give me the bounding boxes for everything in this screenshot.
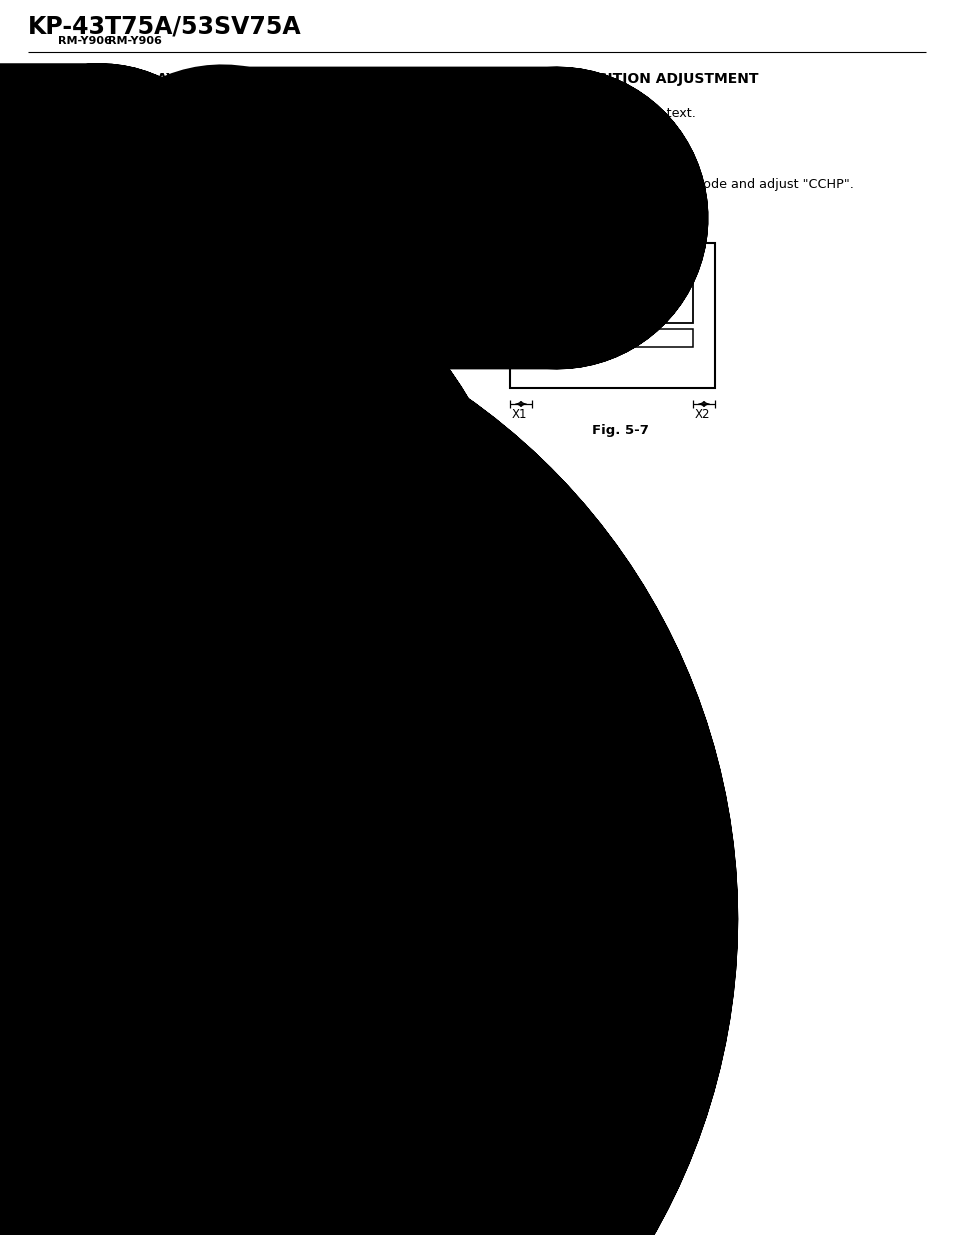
Text: ENTER: ENTER: [117, 613, 158, 626]
Text: RM-Y906: RM-Y906: [58, 36, 112, 46]
Bar: [569, 210, 616, 226]
Text: – 42 –: – 42 –: [458, 1205, 495, 1218]
Text: ENTER: ENTER: [574, 212, 615, 225]
Bar: [198, 709, 283, 747]
Text: the figure.: the figure.: [60, 167, 126, 180]
Text: 1.   Receive RF signal with text.: 1. Receive RF signal with text.: [495, 107, 695, 120]
Text: 4.   Select “ OP-DISP ” , and adjust so that the bar is as shown in: 4. Select “ OP-DISP ” , and adjust so th…: [38, 152, 451, 165]
Text: 9.   Write the data into memory.: 9. Write the data into memory.: [38, 894, 242, 906]
Bar: [63, 709, 128, 747]
Text: X1 = X2: X1 = X2: [595, 147, 647, 161]
Bar: [510, 243, 714, 388]
Bar: [198, 647, 283, 687]
Bar: [127, 231, 316, 370]
Text: 5-7.: 5-7.: [495, 72, 525, 86]
Text: ENTER: ENTER: [117, 913, 158, 926]
Text: Y2: Y2: [303, 692, 317, 704]
Text: (PI-PIPH, PIPV, PPH5, PPV5): (PI-PIPH, PIPV, PPH5, PPV5): [74, 453, 293, 467]
Bar: [499, 210, 552, 226]
Text: X2: X2: [695, 408, 710, 421]
Text: 1.   Receive the NTSC monoscope signal.: 1. Receive the NTSC monoscope signal.: [38, 107, 299, 120]
Text: (CCD-CCHP): (CCD-CCHP): [531, 88, 623, 103]
Text: TEXT POSITION ADJUSTMENT: TEXT POSITION ADJUSTMENT: [531, 72, 758, 86]
Text: X1: X1: [47, 803, 63, 816]
Text: ←—X2 —→: ←—X2 —→: [233, 378, 293, 388]
Text: KP-43T75A/53SV75A: KP-43T75A/53SV75A: [28, 15, 301, 40]
Text: picture.: picture.: [60, 848, 109, 862]
Bar: [112, 911, 159, 927]
Bar: [43, 911, 95, 927]
Text: 2.   Set to service mode.: 2. Set to service mode.: [38, 122, 194, 135]
Text: X1 = X2: X1 = X2: [204, 399, 255, 412]
Bar: [43, 199, 95, 215]
Text: 2.   Receive the NTSC monoscope signal on the main/sub: 2. Receive the NTSC monoscope signal on …: [38, 487, 403, 499]
Text: (OP-DISP): (OP-DISP): [74, 88, 152, 103]
Text: 8.   If necessary set to service mode and adjust "PPH5", "PPV5".: 8. If necessary set to service mode and …: [38, 879, 447, 892]
Text: 5-5.: 5-5.: [38, 72, 69, 86]
Text: 5.   Write the data into memory.: 5. Write the data into memory.: [495, 193, 699, 206]
Bar: [43, 611, 95, 627]
Text: 1.   Set the PIP mode.: 1. Set the PIP mode.: [38, 471, 175, 484]
Text: ← X1——: ← X1——: [131, 378, 180, 388]
Text: 5.   Write the data into memory.: 5. Write the data into memory.: [38, 594, 242, 606]
Text: Fig. 5-6: Fig. 5-6: [128, 816, 185, 829]
Text: RM-Y906: RM-Y906: [108, 36, 162, 46]
Text: X1-X2 ≤ 0.25sq: X1-X2 ≤ 0.25sq: [128, 537, 227, 550]
Text: MUTING: MUTING: [48, 913, 98, 926]
Text: 5-6.: 5-6.: [38, 437, 69, 451]
Text: ENTER: ENTER: [117, 201, 158, 214]
Text: Y1: Y1: [303, 643, 317, 656]
Text: MUTING: MUTING: [48, 613, 98, 626]
Text: 2.   Check the text position.: 2. Check the text position.: [495, 122, 671, 135]
Text: 3.   Push “ PICTURE +” . (Bar is displayed): 3. Push “ PICTURE +” . (Bar is displayed…: [38, 137, 307, 149]
Text: 4.   If necessary set to service mode and adjust "CCHP".: 4. If necessary set to service mode and …: [495, 178, 853, 191]
Text: X2: X2: [287, 803, 302, 816]
Bar: [112, 199, 159, 215]
Text: MUTING: MUTING: [48, 201, 98, 214]
Text: 4.   If necessary set to service mode and adjust "PIPH", "PIPV".: 4. If necessary set to service mode and …: [38, 579, 437, 592]
Text: Fig. 5-7: Fig. 5-7: [592, 424, 648, 437]
Text: Fig. 5-5: Fig. 5-5: [207, 412, 264, 426]
Text: 6.   Receive the PAL-N monoscope signal on the main/sub: 6. Receive the PAL-N monoscope signal on…: [38, 834, 405, 847]
Text: 5.   Write the data into memory.: 5. Write the data into memory.: [38, 182, 242, 195]
Text: X1-X2 ≤ 0.25sq: X1-X2 ≤ 0.25sq: [128, 555, 227, 567]
Text: MUTING: MUTING: [504, 212, 555, 225]
Bar: [112, 611, 159, 627]
Text: PIP POSITION ADJUSTMENT: PIP POSITION ADJUSTMENT: [74, 437, 287, 451]
Bar: [532, 263, 692, 324]
Bar: [532, 329, 692, 347]
Text: 7.   Check the sub picture position as specified above.: 7. Check the sub picture position as spe…: [38, 864, 384, 877]
Text: 3.   Check the sub picture position.: 3. Check the sub picture position.: [38, 516, 261, 529]
Text: X1: X1: [512, 408, 527, 421]
Text: BAR DISPLAY POSITION ADJUSTMENT: BAR DISPLAY POSITION ADJUSTMENT: [74, 72, 364, 86]
Text: picture.: picture.: [60, 501, 109, 514]
